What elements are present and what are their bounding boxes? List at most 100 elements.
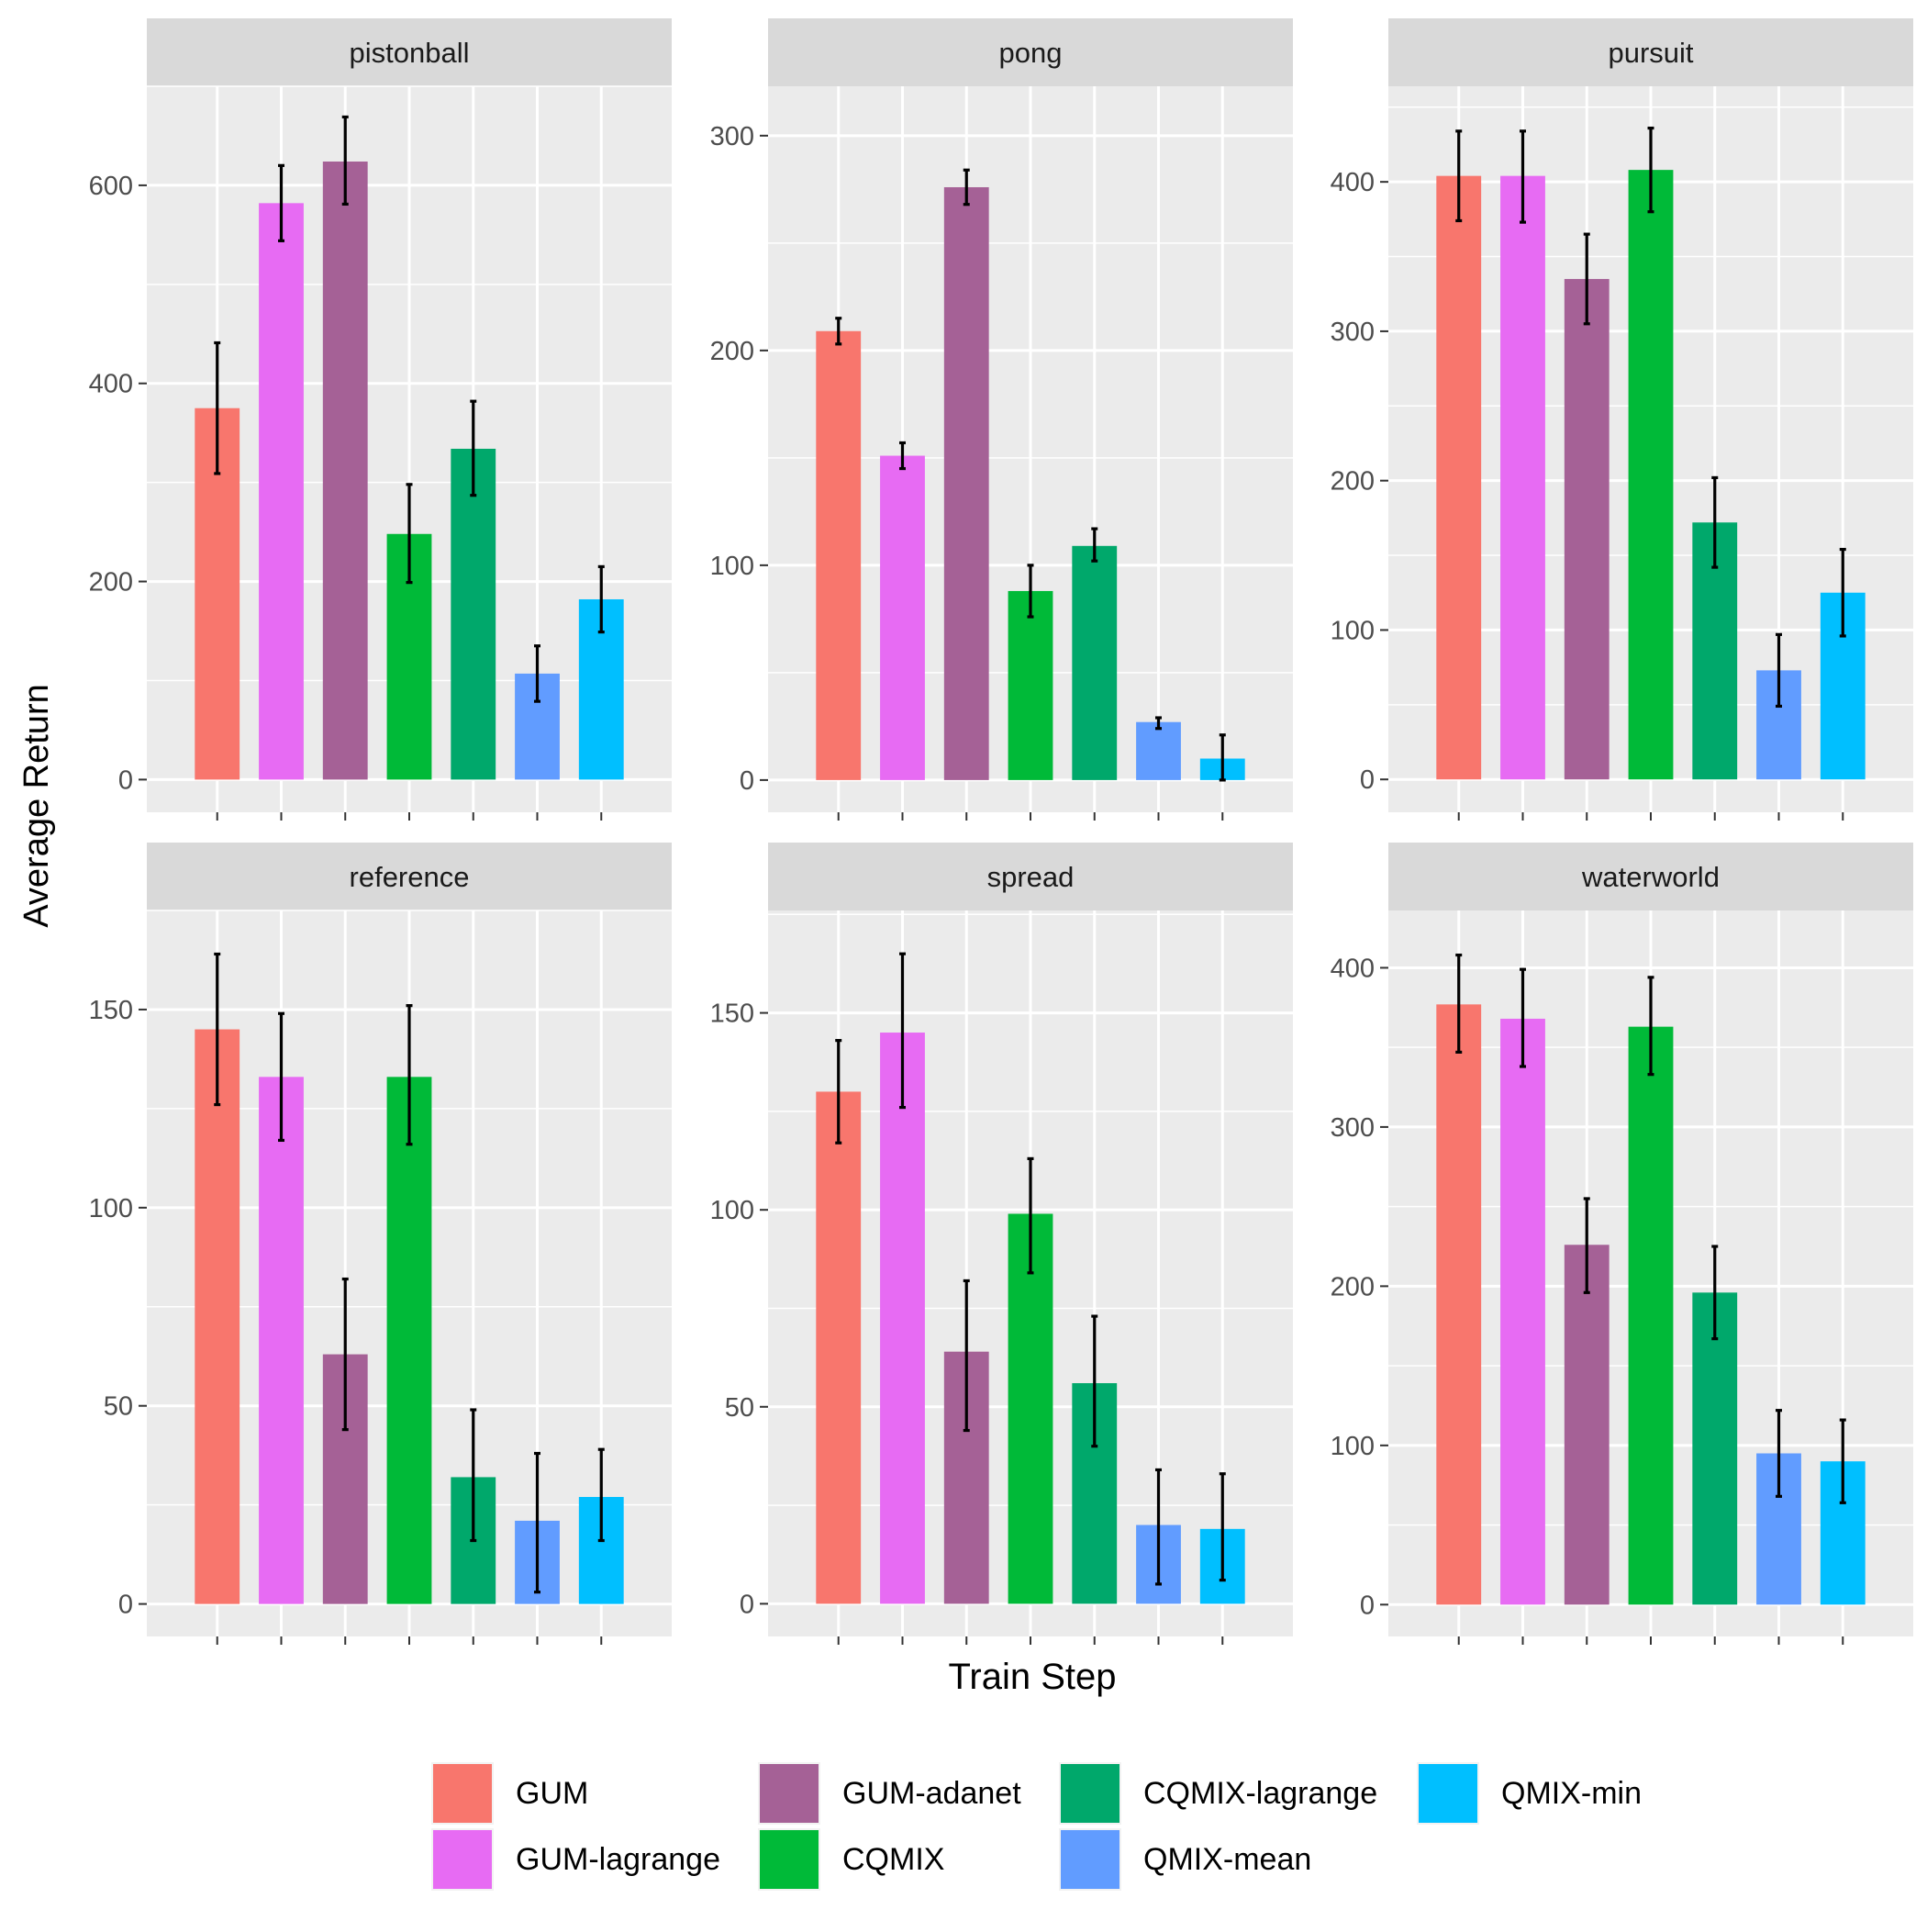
- y-tick-label: 400: [89, 370, 133, 399]
- legend-label: QMIX-mean: [1143, 1842, 1311, 1877]
- facet-strip: [147, 18, 672, 86]
- bar-pong-GUM-adanet: [943, 186, 989, 780]
- legend-item-GUM-lagrange: GUM-lagrange: [431, 1828, 720, 1891]
- error-bar-spread-GUM-adanet: [963, 1279, 970, 1433]
- y-tick-label: 0: [740, 1590, 754, 1619]
- error-bar-spread-CQMIX: [1027, 1156, 1034, 1275]
- facet-title: pong: [999, 37, 1063, 69]
- y-tick-label: 300: [1331, 318, 1375, 347]
- error-bar-pistonball-CQMIX: [406, 483, 413, 585]
- y-tick-label: 0: [118, 765, 133, 795]
- error-bar-waterworld-QMIX-min: [1839, 1418, 1846, 1504]
- error-bar-pistonball-QMIX-mean: [534, 644, 541, 703]
- error-bar-pistonball-GUM-lagrange: [277, 163, 284, 242]
- facet-strip: [1388, 843, 1913, 910]
- legend-item-GUM: GUM: [431, 1762, 588, 1825]
- error-bar-pong-QMIX-min: [1219, 733, 1226, 782]
- y-tick-label: 200: [710, 337, 754, 366]
- error-bar-pursuit-QMIX-mean: [1776, 632, 1783, 709]
- legend-item-QMIX-mean: QMIX-mean: [1059, 1828, 1311, 1891]
- facet-panel-reference: reference 0 50 100 150: [89, 843, 672, 1645]
- error-bar-spread-QMIX-mean: [1155, 1468, 1163, 1586]
- bar-pursuit-GUM-lagrange: [1500, 175, 1545, 780]
- y-axis-title: Average Return: [17, 684, 56, 927]
- bar-reference-GUM: [195, 1029, 240, 1604]
- legend-swatch: [1419, 1764, 1477, 1823]
- facet-strip: [1388, 18, 1913, 86]
- legend-label: GUM: [516, 1776, 588, 1811]
- bar-pursuit-CQMIX: [1628, 170, 1674, 780]
- y-tick-label: 0: [740, 766, 754, 796]
- error-bar-waterworld-GUM: [1455, 953, 1463, 1054]
- error-bar-pong-CQMIX: [1027, 564, 1034, 619]
- legend-label: CQMIX: [842, 1842, 944, 1877]
- facet-title: reference: [350, 861, 470, 893]
- facet-title: spread: [987, 861, 1075, 893]
- legend-swatch: [1061, 1830, 1119, 1889]
- y-tick-label: 50: [104, 1392, 133, 1422]
- legend-swatch: [760, 1830, 819, 1889]
- error-bar-pong-GUM: [835, 317, 842, 346]
- error-bar-waterworld-GUM-lagrange: [1519, 967, 1526, 1068]
- error-bar-pistonball-QMIX-min: [597, 564, 605, 634]
- y-tick-label: 200: [89, 568, 133, 597]
- bar-waterworld-GUM: [1436, 1004, 1482, 1605]
- panels-layer: pistonball0200400600pong0100200300pursui…: [89, 18, 1913, 1645]
- error-bar-reference-CQMIX-lagrange: [470, 1408, 477, 1543]
- error-bar-pong-GUM-lagrange: [898, 441, 906, 471]
- legend-label: CQMIX-lagrange: [1143, 1776, 1377, 1811]
- legend-swatch: [1061, 1764, 1119, 1823]
- error-bar-waterworld-CQMIX: [1647, 976, 1654, 1077]
- error-bar-pong-CQMIX-lagrange: [1091, 527, 1098, 563]
- legend-label: GUM-lagrange: [516, 1842, 720, 1877]
- bar-reference-GUM-lagrange: [259, 1077, 304, 1604]
- facet-title: waterworld: [1581, 861, 1720, 893]
- bar-waterworld-CQMIX-lagrange: [1692, 1292, 1738, 1605]
- facet-strip: [768, 18, 1293, 86]
- bar-spread-CQMIX: [1008, 1213, 1053, 1604]
- error-bar-waterworld-CQMIX-lagrange: [1711, 1245, 1719, 1341]
- error-bar-reference-GUM-adanet: [341, 1277, 349, 1432]
- bar-waterworld-GUM-lagrange: [1500, 1018, 1545, 1605]
- bar-waterworld-GUM-adanet: [1564, 1245, 1610, 1605]
- error-bar-pursuit-QMIX-min: [1839, 547, 1846, 638]
- error-bar-spread-GUM-lagrange: [898, 952, 906, 1110]
- legend-swatch: [760, 1764, 819, 1823]
- facet-panel-pong: pong 0 100 200 300: [710, 18, 1293, 821]
- y-tick-label: 400: [1331, 168, 1375, 197]
- facet-title: pursuit: [1608, 37, 1693, 69]
- error-bar-pistonball-CQMIX-lagrange: [470, 399, 477, 497]
- error-bar-reference-QMIX-mean: [534, 1451, 541, 1594]
- bar-pong-CQMIX-lagrange: [1072, 545, 1118, 780]
- y-tick-label: 100: [710, 552, 754, 581]
- y-tick-label: 50: [725, 1393, 754, 1423]
- x-axis-title: Train Step: [948, 1657, 1116, 1697]
- y-tick-label: 300: [710, 122, 754, 151]
- y-tick-label: 100: [710, 1196, 754, 1225]
- facet-panel-waterworld: waterworld 0 100 200 300 400: [1331, 843, 1913, 1645]
- error-bar-reference-CQMIX: [406, 1004, 413, 1146]
- bar-spread-GUM-lagrange: [880, 1033, 925, 1604]
- legend-item-CQMIX-lagrange: CQMIX-lagrange: [1059, 1762, 1377, 1825]
- legend-label: QMIX-min: [1501, 1776, 1642, 1811]
- error-bar-reference-GUM-lagrange: [277, 1011, 284, 1143]
- legend: GUM GUM-lagrange GUM-adanet CQMIX CQMIX-lagr…: [431, 1762, 1642, 1891]
- bar-spread-GUM: [816, 1091, 862, 1604]
- y-tick-label: 0: [118, 1591, 133, 1620]
- bar-pistonball-GUM-adanet: [322, 162, 368, 780]
- bar-pong-QMIX-mean: [1136, 721, 1181, 780]
- y-tick-label: 150: [710, 1000, 754, 1029]
- facet-title: pistonball: [350, 37, 470, 69]
- error-bar-waterworld-GUM-adanet: [1583, 1197, 1590, 1294]
- legend-label: GUM-adanet: [842, 1776, 1021, 1811]
- error-bar-pursuit-CQMIX: [1647, 126, 1654, 214]
- bar-waterworld-CQMIX: [1628, 1026, 1674, 1605]
- facet-panel-pursuit: pursuit 0 100 200 300 400: [1331, 18, 1913, 821]
- bar-pistonball-GUM-lagrange: [259, 203, 304, 780]
- legend-swatch: [433, 1764, 492, 1823]
- error-bar-spread-CQMIX-lagrange: [1091, 1314, 1098, 1448]
- error-bar-pong-GUM-adanet: [963, 168, 970, 207]
- error-bar-pistonball-GUM-adanet: [341, 115, 349, 207]
